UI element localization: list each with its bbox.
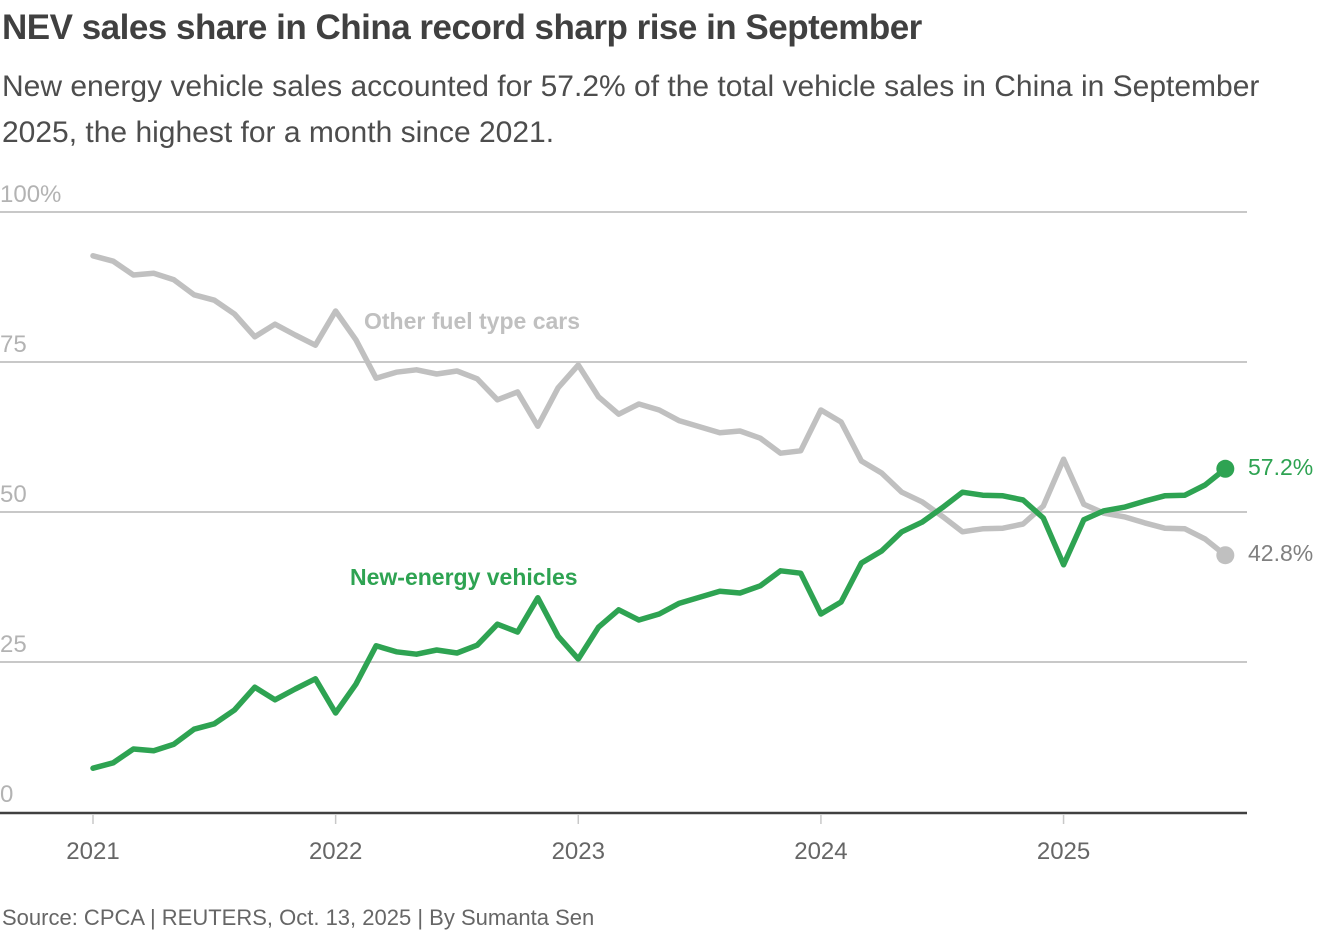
y-tick-label-50: 50 bbox=[0, 481, 27, 508]
x-tick-label-2021: 2021 bbox=[66, 838, 119, 865]
x-tick-label-2022: 2022 bbox=[309, 838, 362, 865]
x-tick-label-2023: 2023 bbox=[552, 838, 605, 865]
y-tick-label-100: 100% bbox=[0, 181, 61, 208]
series-label-other: Other fuel type cars bbox=[364, 308, 580, 334]
chart-subtitle: New energy vehicle sales accounted for 5… bbox=[2, 70, 1260, 149]
end-label-nev: 57.2% bbox=[1248, 454, 1313, 480]
chart-title: NEV sales share in China record sharp ri… bbox=[2, 8, 922, 47]
x-tick-label-2025: 2025 bbox=[1037, 838, 1090, 865]
series-line-nev bbox=[90, 466, 1229, 771]
series-lines bbox=[90, 253, 1235, 771]
y-axis-ticks: 0 25 50 75 100% bbox=[0, 181, 61, 808]
x-tick-label-2024: 2024 bbox=[794, 838, 847, 865]
gridlines bbox=[0, 211, 1247, 663]
y-tick-label-75: 75 bbox=[0, 331, 27, 358]
end-label-other: 42.8% bbox=[1248, 540, 1313, 566]
end-marker-nev bbox=[1216, 459, 1235, 478]
series-line-other-fuel bbox=[90, 253, 1229, 558]
end-marker-other-fuel bbox=[1216, 546, 1235, 565]
x-axis: 2021 2022 2023 2024 2025 bbox=[0, 811, 1247, 865]
series-label-nev: New-energy vehicles bbox=[350, 564, 578, 590]
y-tick-label-0: 0 bbox=[0, 781, 13, 808]
y-tick-label-25: 25 bbox=[0, 631, 27, 658]
source-note: Source: CPCA | REUTERS, Oct. 13, 2025 | … bbox=[2, 905, 595, 930]
